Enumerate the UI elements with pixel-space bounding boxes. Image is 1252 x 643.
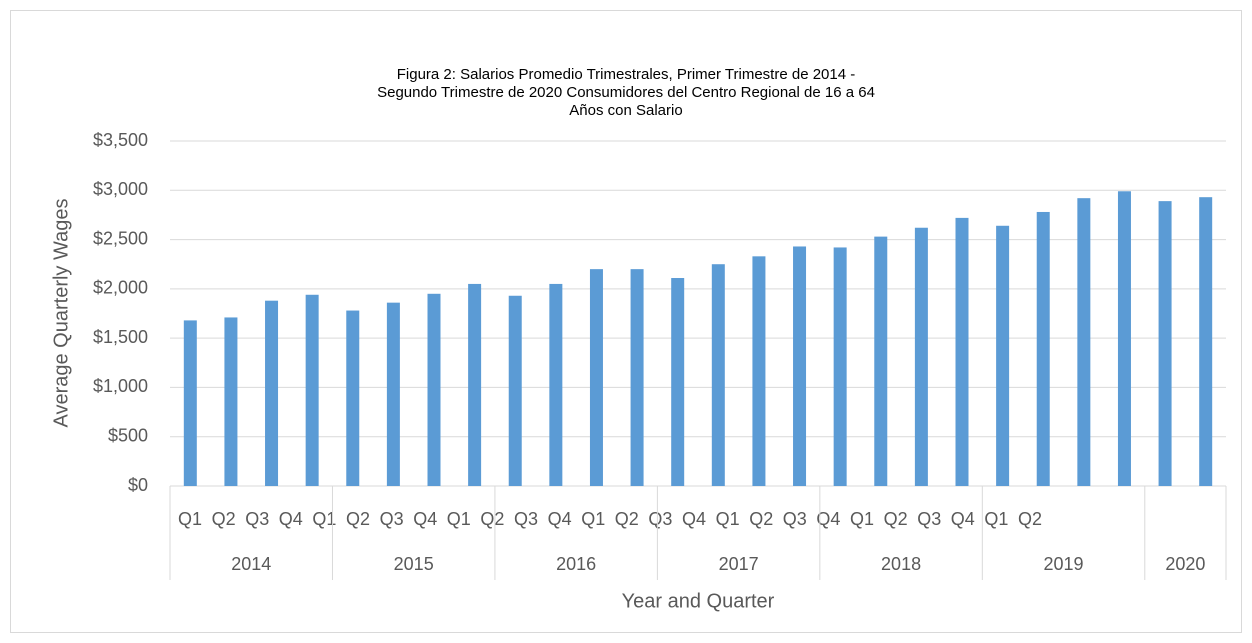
x-tick-label: Q2 [346, 509, 370, 529]
x-tick-label: Q3 [380, 509, 404, 529]
x-tick-label: Q2 [749, 509, 773, 529]
y-tick-label: $3,500 [93, 130, 148, 150]
bar [224, 317, 238, 486]
x-axis-title: Year and Quarter [622, 590, 775, 612]
x-tick-label: Q1 [984, 509, 1008, 529]
bar [955, 217, 969, 486]
group-label: 2014 [231, 554, 271, 574]
chart-frame [10, 10, 1242, 633]
bar [346, 310, 360, 486]
bar [630, 269, 644, 486]
x-tick-label: Q2 [1018, 509, 1042, 529]
x-tick-label: Q4 [951, 509, 975, 529]
x-tick-label: Q2 [615, 509, 639, 529]
x-tick-label: Q3 [917, 509, 941, 529]
y-tick-label: $1,500 [93, 327, 148, 347]
x-tick-label: Q3 [783, 509, 807, 529]
bar [833, 247, 847, 486]
bar [427, 293, 441, 486]
bar [711, 264, 725, 486]
x-tick-label: Q3 [514, 509, 538, 529]
bar [386, 302, 400, 486]
y-tick-label: $0 [128, 475, 148, 495]
x-tick-label: Q3 [245, 509, 269, 529]
chart-title: Figura 2: Salarios Promedio Trimestrales… [397, 66, 856, 83]
x-tick-label: Q1 [850, 509, 874, 529]
group-label: 2020 [1165, 554, 1205, 574]
x-tick-label: Q4 [413, 509, 437, 529]
x-tick-label: Q1 [581, 509, 605, 529]
group-label: 2019 [1044, 554, 1084, 574]
x-tick-label: Q1 [312, 509, 336, 529]
group-label: 2015 [394, 554, 434, 574]
x-tick-label: Q1 [447, 509, 471, 529]
bar [508, 295, 522, 486]
bar [1077, 198, 1091, 486]
x-tick-label: Q4 [548, 509, 572, 529]
y-tick-label: $500 [108, 425, 148, 445]
bar [468, 283, 482, 486]
bar [589, 269, 603, 486]
x-tick-label: Q4 [816, 509, 840, 529]
x-tick-label: Q1 [178, 509, 202, 529]
x-tick-label: Q4 [682, 509, 706, 529]
bar [1117, 191, 1131, 486]
bar [793, 246, 807, 486]
bar [1036, 211, 1050, 486]
y-tick-label: $2,500 [93, 228, 148, 248]
x-tick-label: Q2 [480, 509, 504, 529]
bar [671, 278, 685, 486]
x-tick-label: Q3 [648, 509, 672, 529]
y-tick-label: $2,000 [93, 278, 148, 298]
group-label: 2018 [881, 554, 921, 574]
x-tick-label: Q1 [716, 509, 740, 529]
bar [549, 283, 563, 486]
bar [1199, 197, 1213, 486]
bar [265, 300, 279, 486]
bar [996, 225, 1010, 486]
bar [752, 256, 766, 486]
group-label: 2017 [719, 554, 759, 574]
x-tick-label: Q4 [279, 509, 303, 529]
bar [305, 294, 319, 486]
bar [183, 320, 197, 486]
group-label: 2016 [556, 554, 596, 574]
chart-title: Años con Salario [569, 102, 682, 119]
y-tick-label: $3,000 [93, 179, 148, 199]
bar [914, 227, 928, 486]
chart-title: Segundo Trimestre de 2020 Consumidores d… [377, 84, 875, 101]
y-tick-label: $1,000 [93, 376, 148, 396]
y-axis-title: Average Quarterly Wages [50, 199, 72, 428]
x-tick-label: Q2 [212, 509, 236, 529]
bar [874, 236, 888, 486]
bar [1158, 201, 1172, 486]
x-tick-label: Q2 [884, 509, 908, 529]
